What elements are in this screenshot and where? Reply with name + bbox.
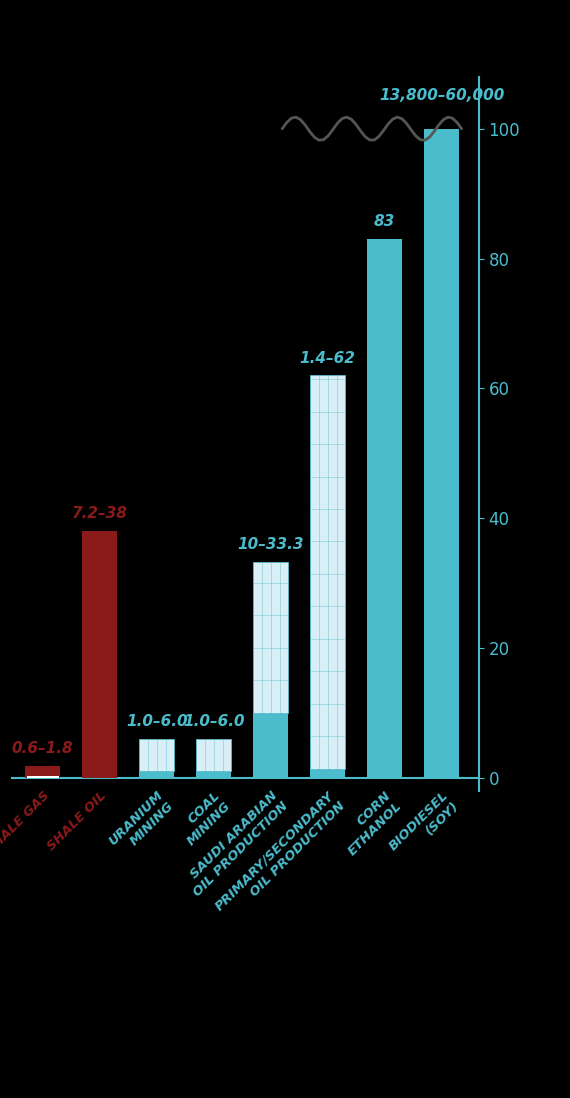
Text: SHALE GAS: SHALE GAS bbox=[0, 788, 52, 858]
Text: 10–33.3: 10–33.3 bbox=[238, 537, 304, 552]
Bar bbox=[253, 713, 288, 777]
Bar bbox=[253, 561, 288, 713]
Text: COAL
MINING: COAL MINING bbox=[174, 788, 234, 848]
Text: 0.6–1.8: 0.6–1.8 bbox=[12, 741, 74, 757]
Text: 1.0–6.0: 1.0–6.0 bbox=[183, 714, 245, 729]
Bar bbox=[82, 531, 117, 777]
Bar bbox=[367, 239, 402, 777]
Bar bbox=[25, 766, 60, 777]
Bar bbox=[196, 771, 231, 777]
Bar bbox=[310, 376, 345, 769]
Text: CORN
ETHANOL: CORN ETHANOL bbox=[335, 788, 405, 859]
Text: 13,800–60,000: 13,800–60,000 bbox=[379, 88, 504, 103]
Text: PRIMARY/SECONDARY
OIL PRODUCTION: PRIMARY/SECONDARY OIL PRODUCTION bbox=[213, 788, 348, 923]
Text: BIODIESEL
(SOY): BIODIESEL (SOY) bbox=[386, 788, 462, 864]
Text: 83: 83 bbox=[374, 214, 396, 229]
Bar bbox=[424, 128, 459, 777]
Text: URANIUM
MINING: URANIUM MINING bbox=[107, 788, 177, 859]
Bar bbox=[27, 775, 59, 777]
Text: 1.0–6.0: 1.0–6.0 bbox=[126, 714, 188, 729]
Bar bbox=[196, 739, 231, 771]
Bar bbox=[139, 739, 174, 771]
Text: SAUDI ARABIAN
OIL PRODUCTION: SAUDI ARABIAN OIL PRODUCTION bbox=[180, 788, 291, 899]
Bar bbox=[310, 769, 345, 777]
Bar bbox=[139, 771, 174, 777]
Text: 1.4–62: 1.4–62 bbox=[300, 350, 356, 366]
Text: 7.2–38: 7.2–38 bbox=[72, 506, 128, 522]
Text: SHALE OIL: SHALE OIL bbox=[45, 788, 109, 853]
